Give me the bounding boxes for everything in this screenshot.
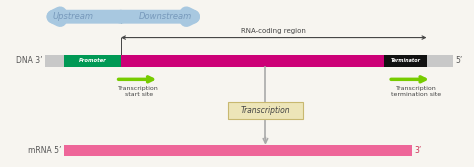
Text: Upstream: Upstream [53, 12, 94, 21]
Text: 5’: 5’ [455, 56, 462, 65]
Text: Transcription
termination site: Transcription termination site [391, 86, 441, 97]
Text: Transcription: Transcription [241, 106, 290, 115]
Text: DNA 3’: DNA 3’ [16, 56, 43, 65]
Text: 3’: 3’ [415, 146, 422, 155]
Text: Downstream: Downstream [139, 12, 192, 21]
Bar [45, 55, 453, 67]
Text: mRNA 5’: mRNA 5’ [28, 146, 62, 155]
FancyBboxPatch shape [228, 102, 303, 119]
Text: RNA-coding region: RNA-coding region [241, 28, 306, 34]
Text: Transcription
start site: Transcription start site [118, 86, 159, 97]
Text: Promoter: Promoter [79, 58, 106, 63]
Bar [64, 55, 121, 67]
Text: Terminator: Terminator [390, 58, 420, 63]
Bar [121, 55, 384, 67]
Bar [384, 55, 427, 67]
Bar [64, 145, 412, 156]
